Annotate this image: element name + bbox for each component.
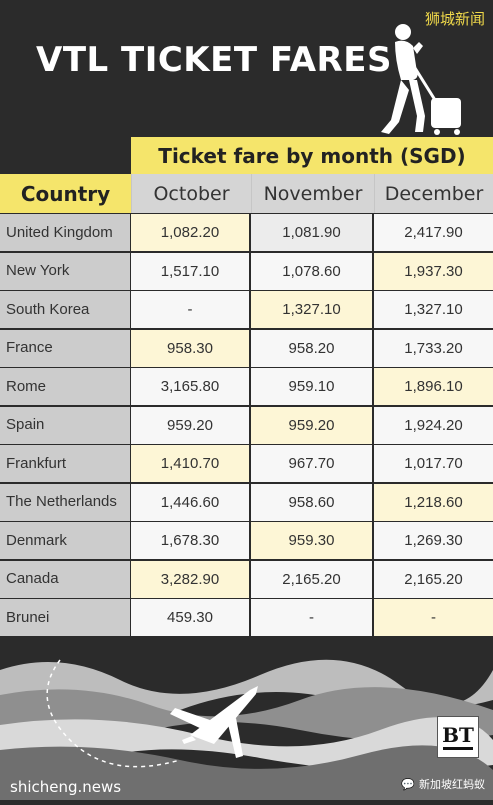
country-cell: The Netherlands xyxy=(0,483,130,521)
country-cell: Spain xyxy=(0,406,130,444)
table-row: South Korea - 1,327.10 1,327.10 xyxy=(0,291,493,330)
table-row: Denmark 1,678.30 959.30 1,269.30 xyxy=(0,522,493,561)
country-cell: United Kingdom xyxy=(0,214,130,251)
page-title: VTL TICKET FARES xyxy=(36,40,392,80)
month-header-october: October xyxy=(131,174,251,213)
country-cell: Rome xyxy=(0,368,130,405)
watermark-bottom-left: shicheng.news xyxy=(10,778,122,796)
wechat-icon: 💬 xyxy=(401,777,415,791)
table-row: The Netherlands 1,446.60 958.60 1,218.60 xyxy=(0,483,493,523)
fare-cell-december: 1,327.10 xyxy=(374,291,493,328)
fare-cell-november: - xyxy=(251,599,372,636)
fare-cell-december: - xyxy=(374,599,493,636)
fare-cell-november: 967.70 xyxy=(251,445,372,482)
fare-cell-november: 1,081.90 xyxy=(251,214,372,251)
month-header-november: November xyxy=(251,174,374,213)
fare-cell-december: 2,165.20 xyxy=(374,560,493,598)
country-cell: Denmark xyxy=(0,522,130,559)
bt-logo: BT xyxy=(437,716,479,758)
fare-cell-december: 1,269.30 xyxy=(374,522,493,559)
fare-cell-november: 959.20 xyxy=(251,406,372,444)
watermark-top: 狮城新闻 xyxy=(424,10,485,28)
watermark-bottom-right: 💬 新加坡红蚂蚁 xyxy=(401,776,485,792)
fare-cell-december: 1,733.20 xyxy=(374,329,493,367)
fare-cell-october: 1,517.10 xyxy=(131,252,249,290)
fare-cell-october: 959.20 xyxy=(131,406,249,444)
country-header: Country xyxy=(0,174,131,213)
fare-cell-october: 1,446.60 xyxy=(131,483,249,521)
fare-cell-december: 1,218.60 xyxy=(374,483,493,521)
table-row: Rome 3,165.80 959.10 1,896.10 xyxy=(0,368,493,407)
fare-cell-october: 1,082.20 xyxy=(131,214,249,251)
fare-cell-november: 1,327.10 xyxy=(251,291,372,328)
wave-decoration-icon xyxy=(0,659,493,800)
month-header-december: December xyxy=(374,174,493,213)
fare-cell-october: 459.30 xyxy=(131,599,249,636)
table-banner: Ticket fare by month (SGD) xyxy=(131,137,493,174)
fare-cell-december: 2,417.90 xyxy=(374,214,493,251)
watermark-bottom-right-text: 新加坡红蚂蚁 xyxy=(419,778,485,791)
table-row: Frankfurt 1,410.70 967.70 1,017.70 xyxy=(0,445,493,484)
fare-cell-november: 959.30 xyxy=(251,522,372,559)
country-cell: New York xyxy=(0,252,130,290)
fare-cell-october: 3,165.80 xyxy=(131,368,249,405)
country-cell: Frankfurt xyxy=(0,445,130,482)
country-cell: South Korea xyxy=(0,291,130,328)
table-row: United Kingdom 1,082.20 1,081.90 2,417.9… xyxy=(0,214,493,253)
fare-cell-october: 958.30 xyxy=(131,329,249,367)
fare-cell-december: 1,924.20 xyxy=(374,406,493,444)
fare-cell-december: 1,896.10 xyxy=(374,368,493,405)
fare-cell-october: 1,678.30 xyxy=(131,522,249,559)
fare-cell-november: 959.10 xyxy=(251,368,372,405)
country-cell: Brunei xyxy=(0,599,130,636)
country-cell: Canada xyxy=(0,560,130,598)
country-cell: France xyxy=(0,329,130,367)
table-row: France 958.30 958.20 1,733.20 xyxy=(0,329,493,369)
fare-cell-october: 1,410.70 xyxy=(131,445,249,482)
bt-logo-text: BT xyxy=(442,722,474,747)
fare-cell-october: - xyxy=(131,291,249,328)
table-row: Spain 959.20 959.20 1,924.20 xyxy=(0,406,493,446)
fare-cell-november: 1,078.60 xyxy=(251,252,372,290)
fare-cell-november: 958.60 xyxy=(251,483,372,521)
traveler-icon xyxy=(381,24,461,135)
fare-cell-november: 958.20 xyxy=(251,329,372,367)
fare-cell-december: 1,017.70 xyxy=(374,445,493,482)
table-row: Canada 3,282.90 2,165.20 2,165.20 xyxy=(0,560,493,600)
table-row: New York 1,517.10 1,078.60 1,937.30 xyxy=(0,252,493,292)
bottom-decoration: BT shicheng.news 💬 新加坡红蚂蚁 xyxy=(0,640,493,800)
fare-cell-december: 1,937.30 xyxy=(374,252,493,290)
fare-cell-october: 3,282.90 xyxy=(131,560,249,598)
fare-cell-november: 2,165.20 xyxy=(251,560,372,598)
table-row: Brunei 459.30 - - xyxy=(0,599,493,638)
